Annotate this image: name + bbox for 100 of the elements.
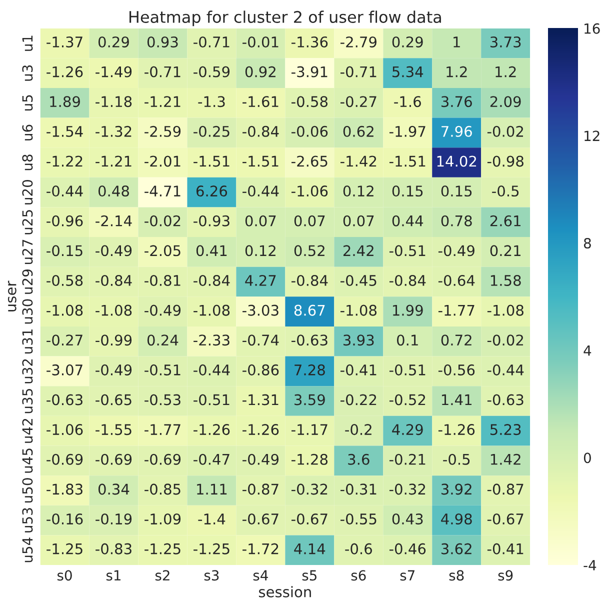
- x-axis-title: session: [258, 586, 311, 598]
- y-tick-label: u50: [22, 478, 33, 503]
- data-label: -1.22: [46, 156, 82, 167]
- data-label: 0.43: [392, 513, 423, 525]
- data-label: -1.08: [96, 304, 132, 316]
- data-label: -0.99: [96, 334, 132, 346]
- data-label: -0.64: [438, 274, 475, 286]
- x-tick-label: s7: [400, 570, 414, 581]
- data-label: 0.12: [245, 245, 276, 256]
- y-axis-title: user: [8, 280, 16, 312]
- data-label: 1.41: [442, 394, 472, 406]
- data-label: -0.27: [46, 334, 82, 346]
- data-label: -1.17: [292, 424, 328, 435]
- data-label: -0.6: [345, 543, 372, 554]
- data-label: -0.87: [487, 484, 524, 495]
- data-label: -0.67: [487, 513, 524, 525]
- data-label: -1.51: [242, 156, 278, 167]
- data-label: -1.3: [198, 96, 225, 108]
- x-tick-label: s6: [351, 570, 366, 581]
- data-label: 2.42: [343, 245, 374, 256]
- x-tick-label: s0: [57, 570, 72, 581]
- data-label: -0.52: [389, 394, 426, 406]
- data-label: -4.71: [144, 186, 180, 196]
- color-bar-label: -4: [584, 560, 596, 570]
- data-label: 3.92: [441, 484, 472, 495]
- data-label: -1.31: [242, 394, 278, 406]
- data-label: -1.26: [438, 424, 475, 436]
- data-label: -0.84: [389, 274, 426, 286]
- data-label: -0.49: [438, 245, 474, 256]
- y-tick-label: u54: [22, 538, 33, 562]
- data-label: -0.19: [96, 513, 132, 525]
- data-label: 3.93: [344, 334, 374, 346]
- data-label: -2.14: [96, 215, 132, 226]
- color-bar-label: 4: [584, 345, 592, 356]
- x-tick-label: s5: [302, 570, 316, 581]
- data-label: -3.91: [292, 66, 328, 78]
- data-label: -0.32: [292, 484, 328, 495]
- x-tick-label: s3: [204, 570, 219, 581]
- data-label: 0.1: [396, 334, 418, 346]
- x-tick-label: s4: [253, 570, 268, 581]
- data-label: -0.46: [389, 543, 426, 554]
- data-label: -0.93: [194, 215, 230, 226]
- y-tick-label: u42: [22, 418, 33, 443]
- data-label: 0.62: [343, 126, 374, 137]
- data-label: -1.51: [194, 156, 230, 167]
- y-tick-label: u53: [22, 508, 33, 532]
- data-label: -0.71: [340, 66, 376, 78]
- data-label: -0.06: [292, 126, 328, 137]
- data-label: -0.71: [194, 36, 230, 48]
- x-tick-label: s8: [449, 570, 464, 581]
- data-label: -0.41: [340, 364, 376, 376]
- data-label: -0.02: [487, 334, 523, 346]
- data-label: -1.18: [96, 96, 132, 108]
- data-label: -1.25: [194, 543, 230, 554]
- data-label: 0.15: [441, 186, 472, 197]
- data-label: -1.42: [340, 156, 376, 167]
- data-label: -1.28: [292, 454, 328, 465]
- data-label: -0.44: [487, 364, 524, 376]
- data-label: -1.06: [292, 186, 328, 197]
- data-label: -0.51: [144, 364, 180, 376]
- data-label: 0.21: [490, 245, 520, 256]
- data-label: 5.34: [392, 66, 424, 78]
- data-label: -2.33: [194, 334, 230, 346]
- data-label: 0.29: [392, 36, 423, 48]
- data-label: 0.34: [98, 484, 130, 495]
- data-label: -0.21: [389, 454, 426, 465]
- data-label: -0.67: [292, 513, 328, 525]
- data-label: 0.48: [98, 186, 129, 197]
- data-label: -0.02: [144, 215, 180, 226]
- data-label: -0.44: [46, 186, 83, 197]
- data-label: -1.83: [46, 484, 82, 495]
- data-label: -0.63: [487, 394, 524, 406]
- data-label: 4.98: [441, 513, 472, 525]
- color-bar-label: 8: [584, 238, 591, 248]
- data-label: 1.42: [490, 454, 520, 465]
- data-label: -1.08: [340, 304, 377, 316]
- data-label: 0.07: [343, 215, 374, 226]
- data-label: -0.15: [46, 245, 82, 256]
- data-label: -0.81: [144, 274, 180, 286]
- data-label: -0.25: [194, 126, 230, 137]
- data-label: -0.83: [96, 543, 132, 554]
- data-label: -0.01: [242, 36, 278, 48]
- data-label: -0.51: [389, 364, 426, 376]
- data-label: 0.07: [294, 215, 325, 226]
- data-label: 0.24: [147, 334, 178, 346]
- data-label: -1.51: [389, 156, 426, 167]
- data-label: -1.09: [144, 513, 181, 525]
- color-bar-label: 12: [584, 130, 600, 141]
- data-label: -1.61: [242, 96, 278, 108]
- data-label: 0.12: [343, 186, 374, 197]
- data-label: -0.65: [96, 394, 132, 406]
- data-label: -1.77: [144, 424, 180, 435]
- data-label: 0.44: [392, 215, 424, 226]
- x-tick-label: s9: [498, 570, 513, 581]
- data-label: -0.49: [144, 304, 181, 316]
- data-label: -0.16: [46, 513, 83, 525]
- data-label: -0.49: [242, 454, 279, 465]
- data-label: -1.37: [46, 36, 82, 48]
- data-label: 8.67: [294, 304, 325, 316]
- data-label: -0.74: [242, 334, 279, 346]
